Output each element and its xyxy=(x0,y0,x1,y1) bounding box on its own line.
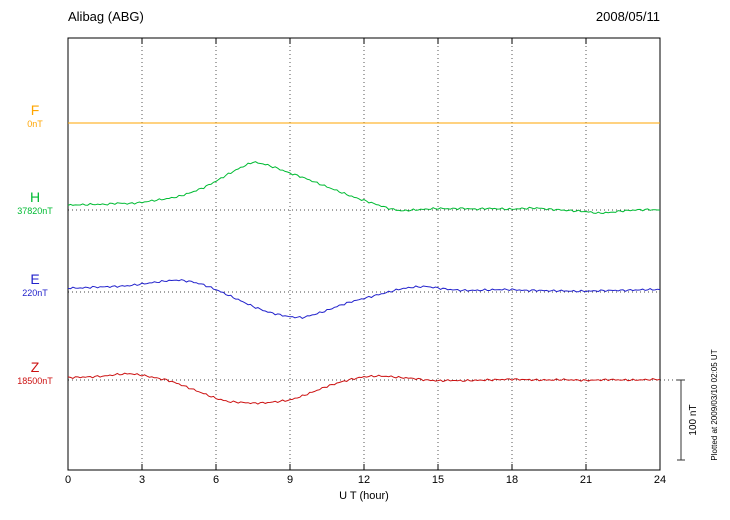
channel-name: H xyxy=(29,189,41,205)
channel-label-h: H 37820nT xyxy=(6,190,64,216)
channel-label-z: Z 18500nT xyxy=(6,360,64,386)
channel-baseline-value: 220nT xyxy=(22,287,48,298)
channel-name: Z xyxy=(30,359,40,375)
channel-name: F xyxy=(30,102,40,118)
trace-z xyxy=(67,372,661,405)
x-tick-label: 9 xyxy=(286,474,294,486)
x-tick-label: 0 xyxy=(64,474,72,486)
x-tick-label: 21 xyxy=(579,474,593,486)
date-label: 2008/05/11 xyxy=(595,9,660,24)
channel-baseline-value: 0nT xyxy=(27,118,43,129)
x-tick-label: 12 xyxy=(357,474,371,486)
scale-bar-label: 100 nT xyxy=(688,404,699,436)
station-title: Alibag (ABG) xyxy=(68,9,144,24)
channel-name: E xyxy=(30,271,40,287)
x-tick-label: 3 xyxy=(138,474,146,486)
x-tick-label: 24 xyxy=(653,474,667,486)
channel-baseline-value: 18500nT xyxy=(17,375,53,386)
channel-baseline-value: 37820nT xyxy=(17,205,53,216)
x-tick-label: 6 xyxy=(212,474,220,486)
channel-label-f: F 0nT xyxy=(6,103,64,129)
x-tick-label: 15 xyxy=(431,474,445,486)
trace-h xyxy=(67,161,660,215)
channel-label-e: E 220nT xyxy=(6,272,64,298)
plotted-at-note: Plotted at 2009/03/10 02:05 UT xyxy=(710,349,719,461)
trace-e xyxy=(67,279,661,319)
x-axis-label: U T (hour) xyxy=(339,490,389,502)
x-tick-label: 18 xyxy=(505,474,519,486)
